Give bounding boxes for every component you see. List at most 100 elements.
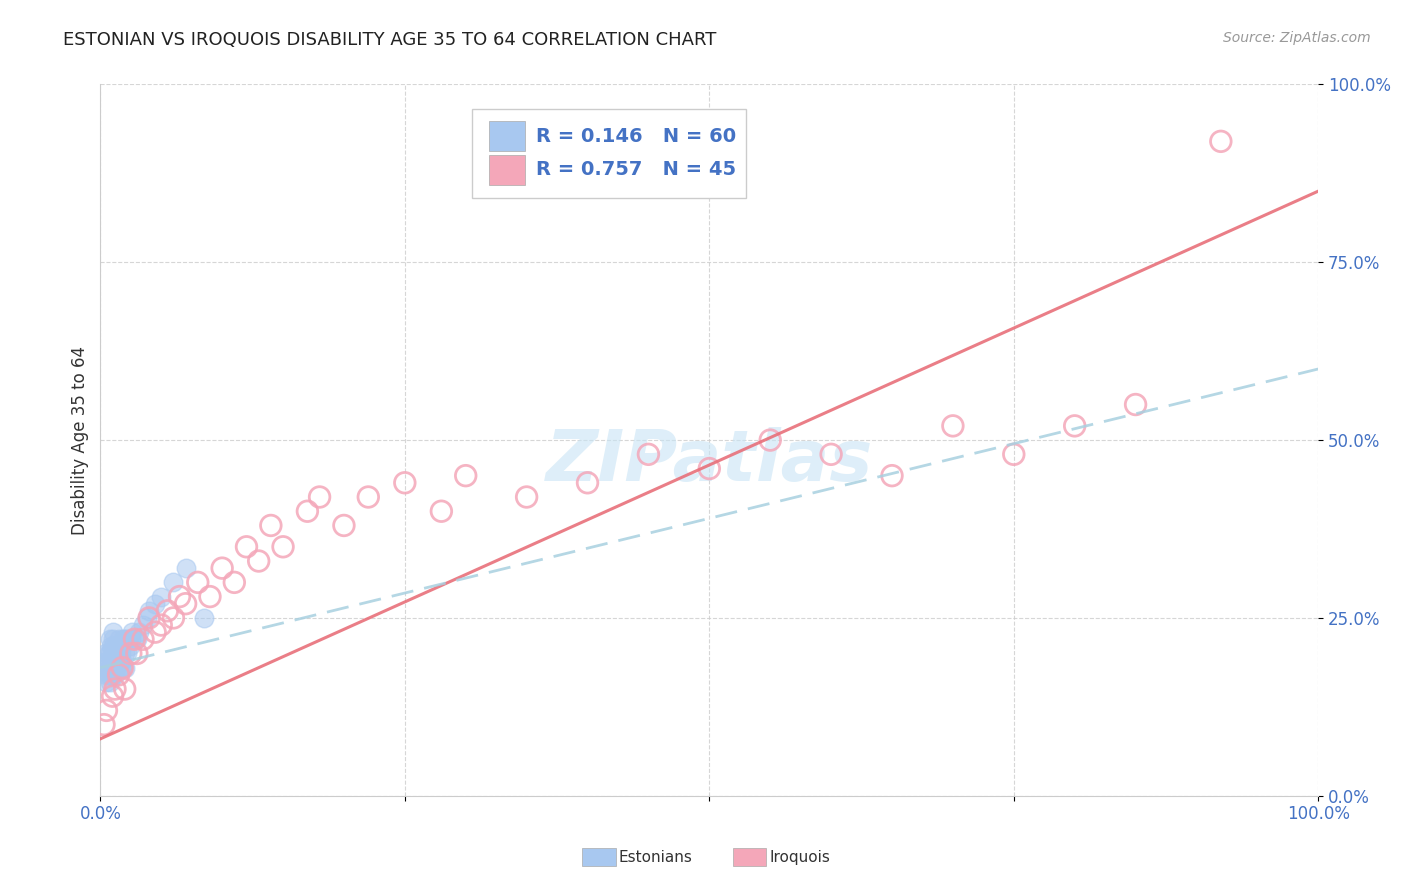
Point xyxy=(100,668,122,682)
Point xyxy=(93,717,115,731)
Point xyxy=(100,654,122,668)
Point xyxy=(115,632,138,647)
Y-axis label: Disability Age 35 to 64: Disability Age 35 to 64 xyxy=(72,345,89,534)
Point xyxy=(104,640,127,654)
Text: ZIPatlas: ZIPatlas xyxy=(546,427,873,496)
Point xyxy=(110,647,132,661)
Point xyxy=(105,647,128,661)
Point xyxy=(110,661,132,675)
Point xyxy=(96,703,118,717)
Point xyxy=(637,447,659,461)
Point xyxy=(97,661,120,675)
Text: Estonians: Estonians xyxy=(619,850,693,864)
Point xyxy=(101,640,124,654)
Point xyxy=(1209,134,1232,148)
Point xyxy=(193,611,215,625)
Point xyxy=(162,611,184,625)
Point xyxy=(187,575,209,590)
Point xyxy=(333,518,356,533)
Point xyxy=(101,661,124,675)
Point xyxy=(111,654,134,668)
Point xyxy=(101,668,124,682)
Point xyxy=(150,618,173,632)
Point xyxy=(108,654,131,668)
Point xyxy=(576,475,599,490)
Point xyxy=(430,504,453,518)
Point xyxy=(96,675,118,690)
Point xyxy=(247,554,270,568)
Text: ESTONIAN VS IROQUOIS DISABILITY AGE 35 TO 64 CORRELATION CHART: ESTONIAN VS IROQUOIS DISABILITY AGE 35 T… xyxy=(63,31,717,49)
Point xyxy=(98,675,121,690)
Point xyxy=(211,561,233,575)
Point xyxy=(118,640,141,654)
Point xyxy=(156,604,179,618)
Point xyxy=(128,625,150,640)
Text: R = 0.757   N = 45: R = 0.757 N = 45 xyxy=(536,161,737,179)
Point xyxy=(150,590,173,604)
Point xyxy=(143,597,166,611)
Point xyxy=(169,590,191,604)
Point xyxy=(1002,447,1025,461)
Point xyxy=(107,661,129,675)
Point xyxy=(143,625,166,640)
FancyBboxPatch shape xyxy=(472,110,745,198)
Point xyxy=(174,561,197,575)
Point xyxy=(104,668,127,682)
Point xyxy=(942,418,965,433)
Point xyxy=(308,490,330,504)
Point xyxy=(107,654,129,668)
Point xyxy=(132,632,155,647)
Point xyxy=(120,632,142,647)
Point xyxy=(97,654,120,668)
Point xyxy=(101,689,124,703)
Point xyxy=(97,668,120,682)
Point xyxy=(101,647,124,661)
Point xyxy=(198,590,221,604)
Point xyxy=(271,540,294,554)
Point xyxy=(260,518,283,533)
Point xyxy=(96,661,118,675)
Point xyxy=(100,640,122,654)
Point xyxy=(107,640,129,654)
Point xyxy=(104,681,127,696)
Point xyxy=(107,632,129,647)
Point xyxy=(121,625,143,640)
Point xyxy=(108,640,131,654)
Point xyxy=(111,640,134,654)
Point xyxy=(759,433,782,447)
Point xyxy=(124,632,146,647)
Point xyxy=(454,468,477,483)
Point xyxy=(138,611,160,625)
Point xyxy=(96,668,118,682)
Point xyxy=(124,632,146,647)
Point xyxy=(112,661,135,675)
Point xyxy=(114,632,136,647)
Point xyxy=(125,632,148,647)
Point xyxy=(114,661,136,675)
Point xyxy=(107,647,129,661)
Point xyxy=(101,625,124,640)
Text: Iroquois: Iroquois xyxy=(769,850,830,864)
Point xyxy=(357,490,380,504)
Text: Source: ZipAtlas.com: Source: ZipAtlas.com xyxy=(1223,31,1371,45)
Point xyxy=(697,461,720,475)
Point xyxy=(114,647,136,661)
Point xyxy=(97,647,120,661)
Point xyxy=(174,597,197,611)
Text: R = 0.146   N = 60: R = 0.146 N = 60 xyxy=(536,127,737,146)
Point xyxy=(107,668,129,682)
FancyBboxPatch shape xyxy=(489,121,526,152)
Point xyxy=(880,468,903,483)
Point xyxy=(114,681,136,696)
Point xyxy=(111,661,134,675)
Point xyxy=(101,632,124,647)
Point xyxy=(120,647,142,661)
Point xyxy=(101,654,124,668)
Point xyxy=(162,575,184,590)
Point xyxy=(98,661,121,675)
FancyBboxPatch shape xyxy=(489,155,526,185)
Point xyxy=(96,654,118,668)
Point xyxy=(224,575,246,590)
Point xyxy=(115,647,138,661)
Point xyxy=(112,632,135,647)
